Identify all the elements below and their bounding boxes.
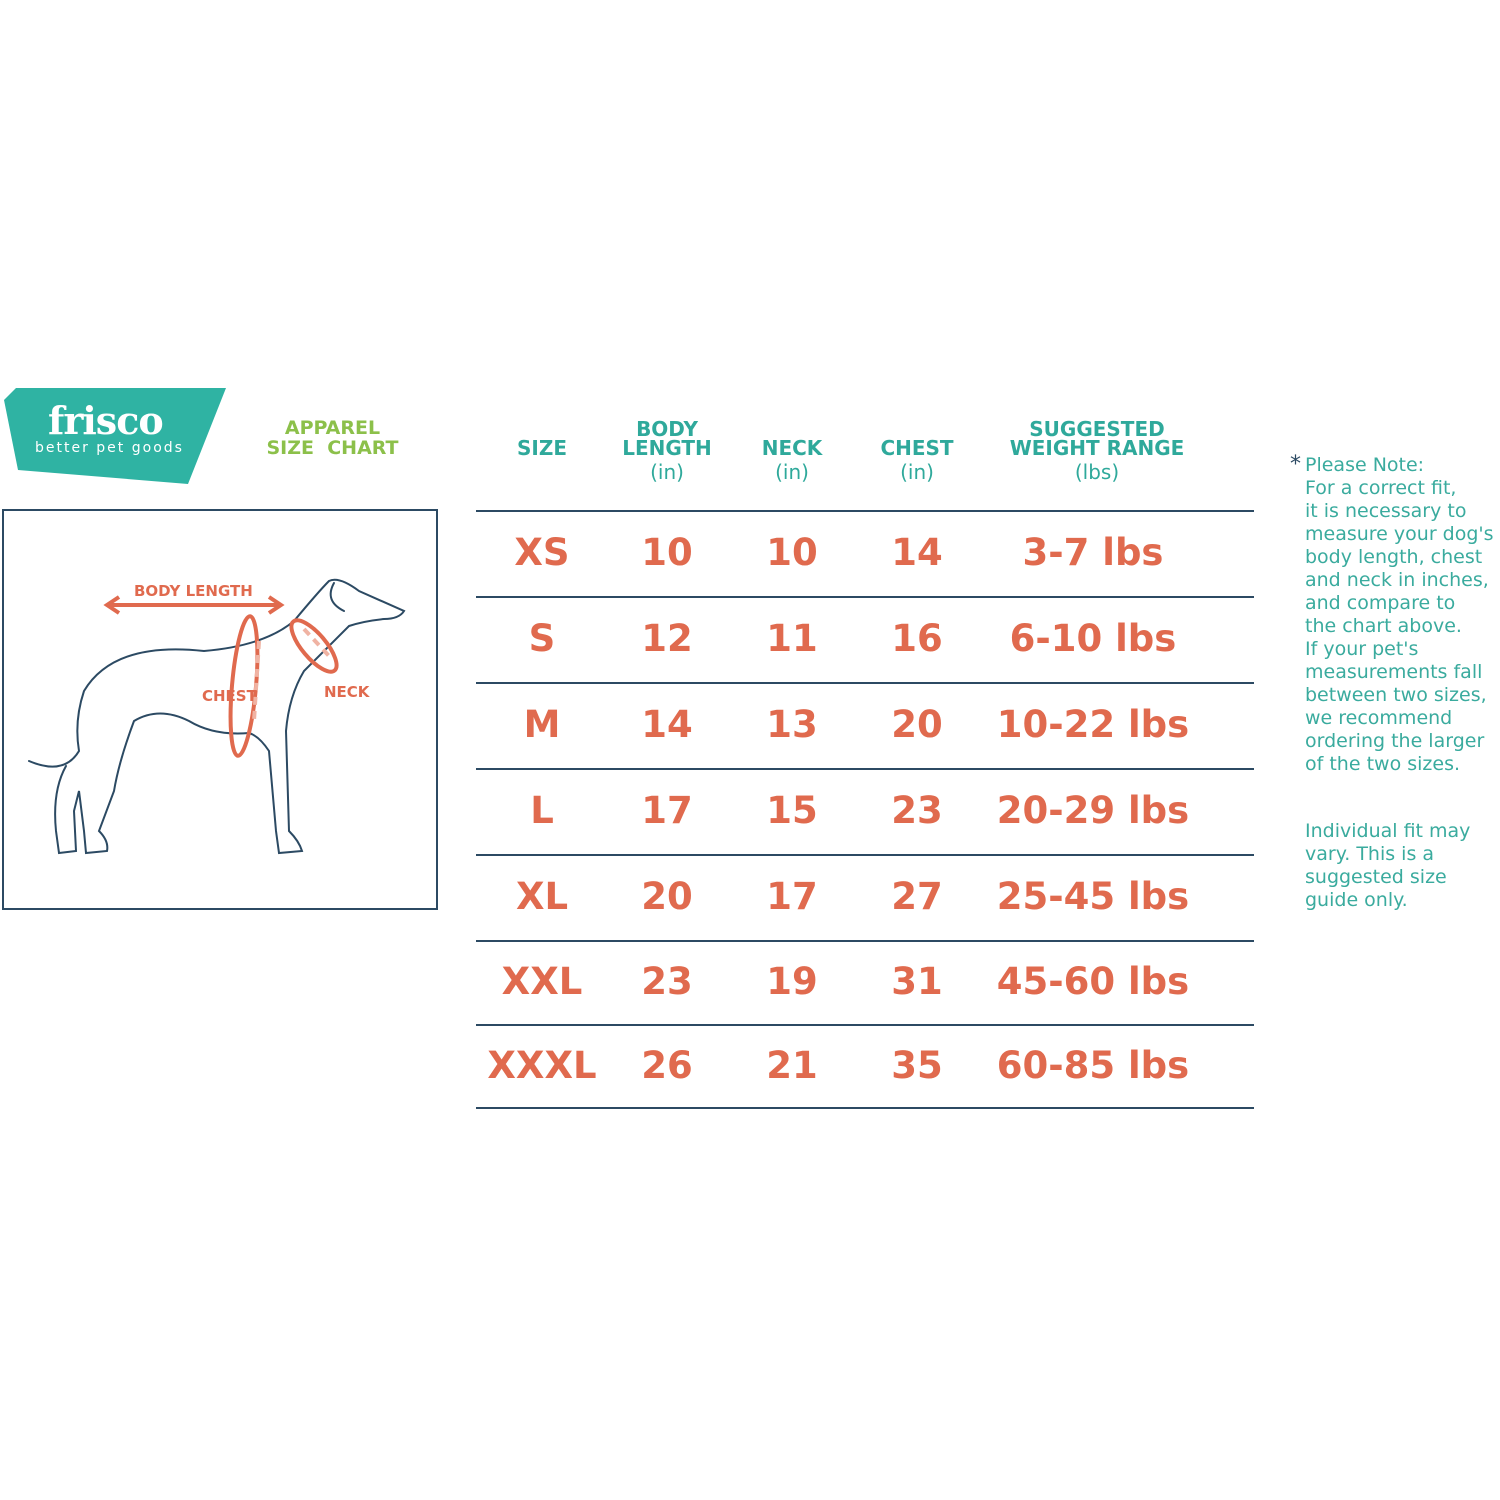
frisco-logo-banner: [4, 388, 226, 484]
note-line: Please Note:: [1305, 454, 1425, 476]
column-header: BODY LENGTH (in): [567, 417, 767, 484]
table-cell: 31: [891, 960, 943, 1003]
table-cell: 12: [641, 617, 693, 660]
table-cell: XXL: [501, 960, 583, 1003]
note-line: Individual fit may: [1305, 820, 1471, 842]
body-length-label: BODY LENGTH: [134, 582, 253, 600]
row-divider: [476, 854, 1254, 856]
table-cell: 16: [891, 617, 943, 660]
table-cell: XS: [514, 531, 570, 574]
table-cell: 10: [766, 531, 818, 574]
note-line: ordering the larger: [1305, 730, 1485, 752]
table-cell: L: [530, 789, 554, 832]
table-cell: 11: [766, 617, 818, 660]
note-line: and compare to: [1305, 592, 1456, 614]
table-cell: 6-10 lbs: [1009, 617, 1177, 660]
table-cell: 23: [891, 789, 943, 832]
column-header: NECK (in): [692, 436, 892, 484]
note-line: the chart above.: [1305, 615, 1462, 637]
table-cell: 27: [891, 875, 943, 918]
table-cell: 15: [766, 789, 818, 832]
asterisk: *: [1290, 452, 1301, 477]
table-cell: S: [528, 617, 556, 660]
note-line: guide only.: [1305, 889, 1408, 911]
header-line1: CHEST: [880, 436, 954, 460]
note-line: measure your dog's: [1305, 523, 1494, 545]
row-divider: [476, 1024, 1254, 1026]
table-cell: 26: [641, 1043, 693, 1087]
table-cell: 10: [641, 531, 693, 574]
measurement-diagram: BODY LENGTH CHEST NECK: [2, 509, 438, 910]
column-header: SUGGESTED WEIGHT RANGE (lbs): [997, 417, 1197, 484]
note-line: between two sizes,: [1305, 684, 1487, 706]
note-line: body length, chest: [1305, 546, 1483, 568]
chest-label: CHEST: [202, 687, 258, 705]
table-cell: 13: [766, 703, 818, 746]
neck-label: NECK: [324, 683, 371, 701]
table-cell: 45-60 lbs: [996, 960, 1190, 1003]
table-cell: XXXL: [487, 1043, 597, 1087]
table-cell: 19: [766, 960, 818, 1003]
table-cell: 14: [641, 703, 693, 746]
fit-note: Please Note: For a correct fit, it is nece…: [1305, 454, 1500, 776]
row-divider: [476, 940, 1254, 942]
note-line: it is necessary to: [1305, 500, 1467, 522]
row-divider: [476, 596, 1254, 598]
table-cell: M: [523, 703, 561, 746]
header-unit: (in): [900, 460, 934, 484]
note-line: If your pet's: [1305, 638, 1419, 660]
table-cell: 20-29 lbs: [996, 789, 1190, 832]
table-cell: 17: [641, 789, 693, 832]
title-line-2: SIZE CHART: [266, 437, 399, 459]
note-line: of the two sizes.: [1305, 753, 1461, 775]
note-line: we recommend: [1305, 707, 1453, 729]
table-cell: 20: [641, 875, 693, 918]
table-cell: 14: [891, 531, 943, 574]
brand-tagline: better pet goods: [35, 440, 184, 456]
header-unit: (in): [775, 460, 809, 484]
header-line1: SUGGESTED: [1029, 417, 1165, 441]
title-line-1: APPAREL: [284, 417, 381, 439]
note-line: suggested size: [1305, 866, 1447, 888]
note-line: vary. This is a: [1305, 843, 1435, 865]
header-line1: SIZE: [516, 436, 567, 460]
table-cell: 17: [766, 875, 818, 918]
table-cell: 60-85 lbs: [996, 1043, 1190, 1087]
note-line: For a correct fit,: [1305, 477, 1457, 499]
table-cell: 21: [766, 1043, 818, 1087]
dog-illustration: BODY LENGTH CHEST NECK: [28, 578, 406, 855]
header-line2: WEIGHT RANGE: [1009, 436, 1185, 460]
table-cell: 3-7 lbs: [1022, 531, 1164, 574]
header-line1: NECK: [761, 436, 823, 460]
row-divider: [476, 510, 1254, 512]
table-cell: 10-22 lbs: [996, 703, 1190, 746]
header-line2: LENGTH: [622, 436, 712, 460]
header-unit: (in): [650, 460, 684, 484]
fit-disclaimer: Individual fit may vary. This is a suggest…: [1305, 820, 1500, 912]
note-line: measurements fall: [1305, 661, 1483, 683]
row-divider: [476, 768, 1254, 770]
table-cell: XL: [515, 875, 569, 918]
note-line: and neck in inches,: [1305, 569, 1489, 591]
column-header: CHEST (in): [817, 436, 1017, 484]
header-unit: (lbs): [1074, 460, 1120, 484]
row-divider: [476, 1107, 1254, 1109]
table-cell: 35: [891, 1043, 943, 1087]
page-title: APPAREL SIZE CHART: [250, 418, 415, 458]
table-cell: 20: [891, 703, 943, 746]
table-cell: 23: [641, 960, 693, 1003]
table-cell: 25-45 lbs: [996, 875, 1190, 918]
header-line1: BODY: [636, 417, 698, 441]
row-divider: [476, 682, 1254, 684]
brand-name: frisco: [48, 398, 164, 443]
column-header: SIZE: [442, 436, 642, 460]
